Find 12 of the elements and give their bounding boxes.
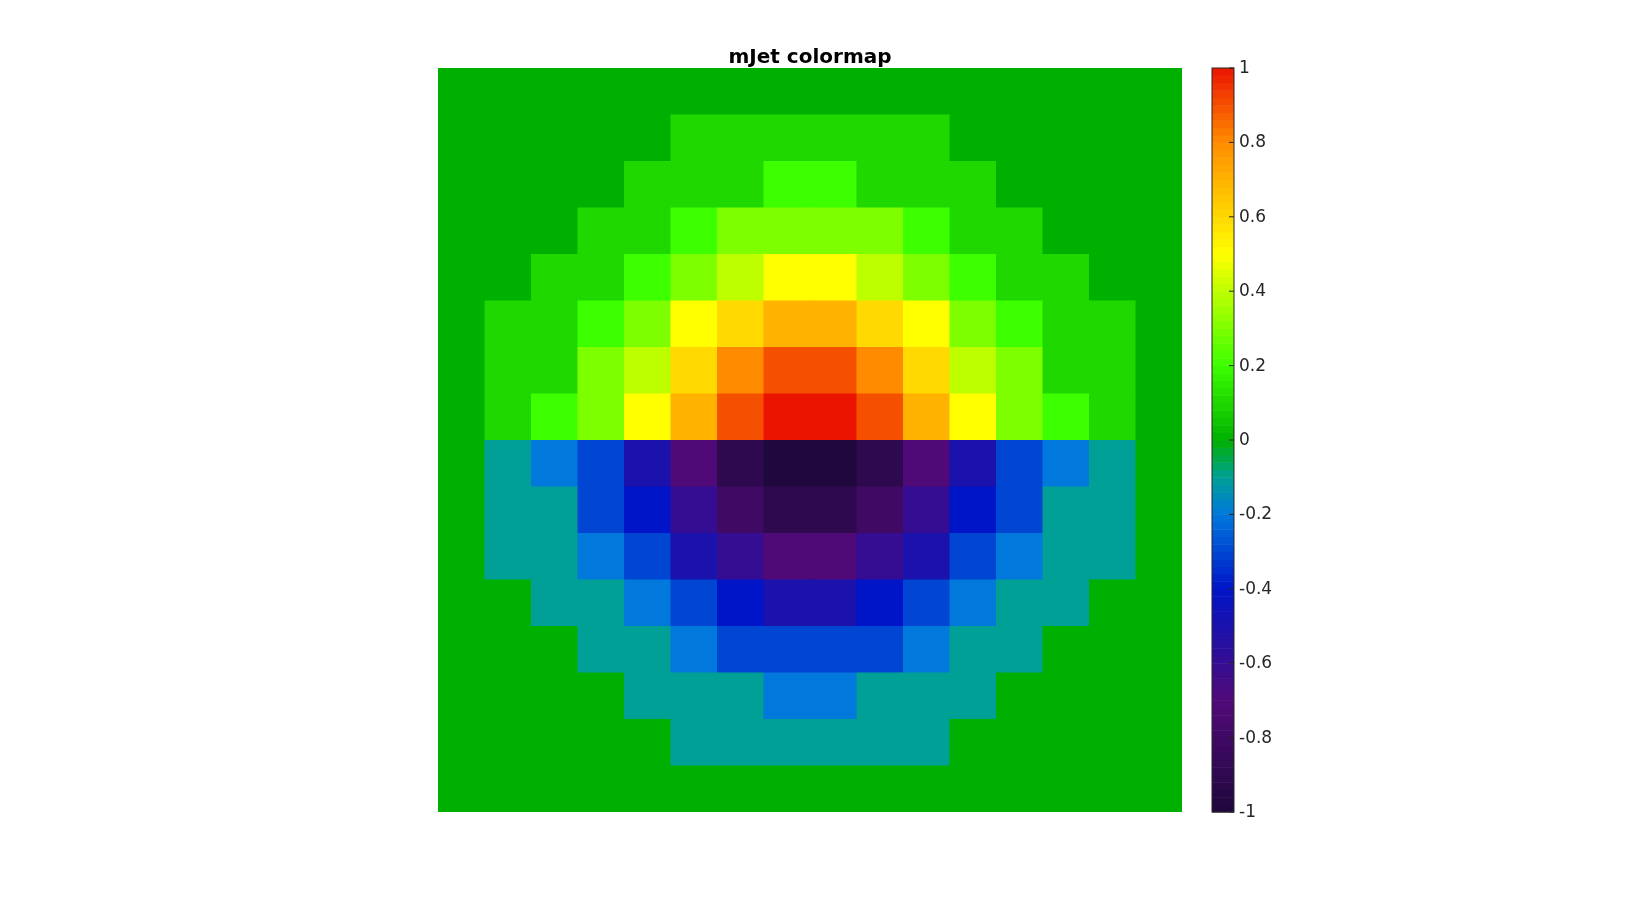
color-bar-label: 1 — [1239, 57, 1250, 77]
chart-title: mJet colormap — [727, 44, 893, 68]
color-bar-label: -0.8 — [1239, 726, 1273, 747]
color-bar-label: 0.4 — [1239, 280, 1267, 301]
color-bar-label: -1 — [1239, 801, 1256, 821]
color-bar-label: -0.4 — [1239, 577, 1273, 598]
color-bar-label: 0.2 — [1239, 354, 1267, 375]
color-bar-label: -0.6 — [1239, 652, 1273, 673]
color-bar-label: -0.2 — [1239, 503, 1273, 524]
color-bar-label: 0.6 — [1239, 205, 1267, 226]
color-bar-label: 0 — [1239, 429, 1250, 449]
color-bar-label: 0.8 — [1239, 131, 1267, 152]
